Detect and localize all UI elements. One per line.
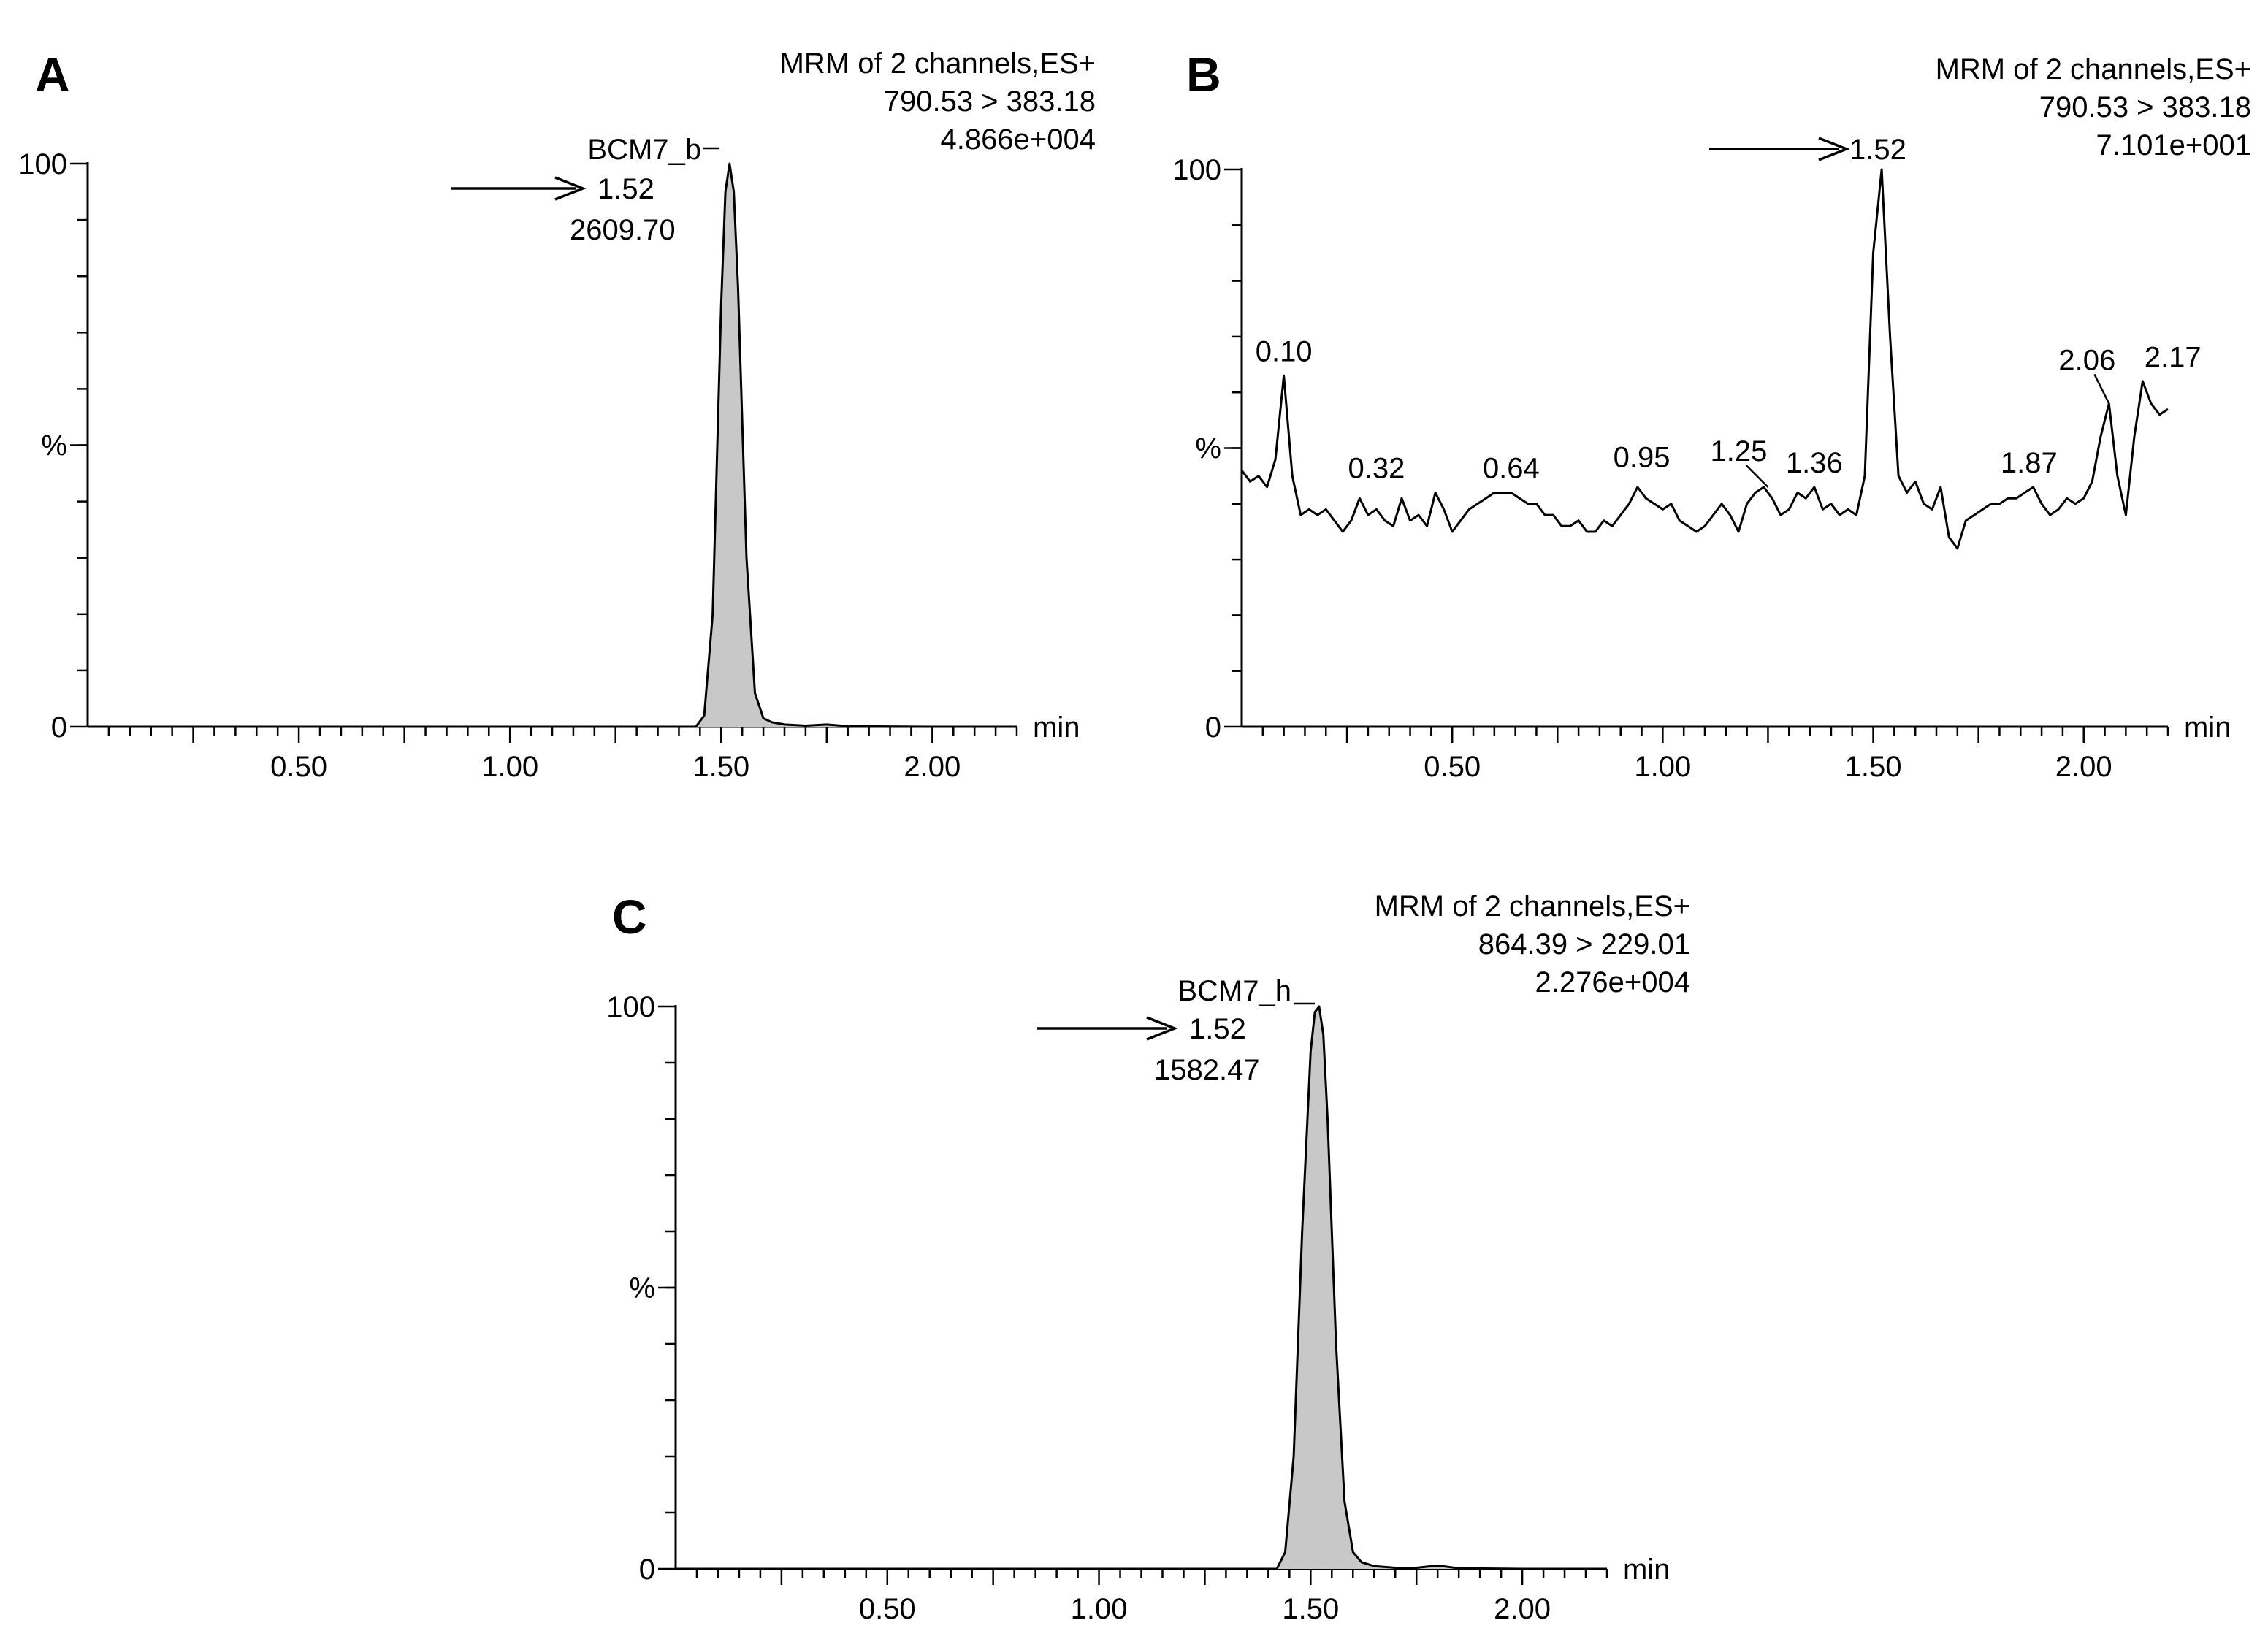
panel-c: C MRM of 2 channels,ES+ 864.39 > 229.01 …: [606, 890, 1690, 1625]
x-axis-label: min: [2184, 711, 2231, 744]
x-tick-label: 1.50: [692, 751, 749, 783]
arrow-head-icon: [1146, 1016, 1178, 1041]
peak-rt-label: 2.06: [2058, 344, 2115, 376]
panel-letter-b: B: [1186, 47, 1221, 102]
header-line-1: MRM of 2 channels,ES+: [1375, 890, 1690, 922]
peak-name-label: BCM7_b: [587, 134, 701, 166]
y-tick-label: 100: [606, 991, 655, 1023]
panel-a: A MRM of 2 channels,ES+ 790.53 > 383.18 …: [18, 47, 1096, 783]
panel-letter-a: A: [35, 47, 70, 102]
peak-rt-label: 0.64: [1483, 453, 1540, 485]
peak-area-label: 1582.47: [1154, 1054, 1260, 1086]
arrow-rt-label: 1.52: [1849, 134, 1906, 166]
x-tick-label: 0.50: [859, 1593, 916, 1625]
peak-rt-label: 0.10: [1256, 335, 1313, 367]
header-line-2: 864.39 > 229.01: [1478, 928, 1690, 960]
x-tick-label: 2.00: [2055, 751, 2112, 783]
header-line-3: 4.866e+004: [941, 123, 1096, 156]
peak-area-fill: [676, 1006, 1607, 1569]
peak-rt-label: 1.52: [1189, 1013, 1246, 1045]
plot-area: 0% 100 0.50 1.00 1.50 2.00 min 0.10 0.32 0.64 0.95…: [1172, 154, 2231, 783]
y-tick-label: %: [629, 1272, 655, 1304]
arrow-head-icon: [554, 176, 587, 201]
x-tick-label: 1.00: [1071, 1593, 1128, 1625]
plot-area: 0% 100 0.50 1.00 1.50 2.00 min: [18, 148, 1080, 783]
peak-area-label: 2609.70: [570, 214, 676, 246]
panel-b: B MRM of 2 channels,ES+ 790.53 > 383.18 …: [1172, 47, 2251, 783]
peak-label-leader: [1745, 465, 1769, 488]
plot-area: 0% 100 0.50 1.00 1.50 2.00 min: [606, 991, 1670, 1625]
y-tick-label: 0: [1205, 711, 1221, 744]
header-line-1: MRM of 2 channels,ES+: [1936, 53, 2251, 85]
x-tick-label: 1.00: [1634, 751, 1691, 783]
header-line-3: 2.276e+004: [1535, 966, 1690, 998]
peak-rt-label: 1.25: [1711, 435, 1768, 467]
arrow-head-icon: [1818, 137, 1850, 161]
header-line-2: 790.53 > 383.18: [884, 85, 1096, 118]
peak-rt-label: 2.17: [2145, 341, 2202, 373]
peak-name-label: BCM7_h: [1177, 975, 1291, 1007]
x-tick-label: 2.00: [1494, 1593, 1551, 1625]
y-tick-label: 0: [51, 711, 67, 744]
y-tick-label: %: [1195, 433, 1221, 465]
x-axis-label: min: [1033, 711, 1080, 744]
y-tick-label: 100: [18, 148, 67, 180]
peak-rt-label: 1.52: [597, 173, 654, 205]
peak-rt-label: 1.36: [1786, 447, 1843, 479]
x-tick-label: 1.00: [481, 751, 538, 783]
x-axis-label: min: [1623, 1554, 1670, 1586]
header-line-1: MRM of 2 channels,ES+: [780, 47, 1096, 80]
header-line-3: 7.101e+001: [2096, 129, 2251, 161]
x-tick-label: 0.50: [270, 751, 327, 783]
peak-area-fill: [88, 164, 1017, 727]
panel-letter-c: C: [612, 890, 647, 944]
y-tick-label: 0: [639, 1554, 655, 1586]
chromatogram-trace: [88, 162, 1017, 728]
peak-label-leader: [2093, 373, 2110, 405]
x-tick-label: 0.50: [1424, 751, 1481, 783]
header-line-2: 790.53 > 383.18: [2039, 91, 2251, 123]
x-tick-label: 1.50: [1845, 751, 1902, 783]
chromatogram-trace: [1240, 168, 2169, 550]
peak-rt-label: 0.32: [1348, 453, 1405, 485]
y-tick-label: 100: [1172, 154, 1221, 186]
peak-rt-label: 0.95: [1614, 441, 1671, 473]
x-tick-label: 2.00: [904, 751, 961, 783]
y-tick-label: %: [41, 430, 67, 462]
chromatogram-trace: [676, 1005, 1607, 1570]
x-tick-label: 1.50: [1282, 1593, 1339, 1625]
peak-rt-label: 1.87: [2001, 447, 2058, 479]
